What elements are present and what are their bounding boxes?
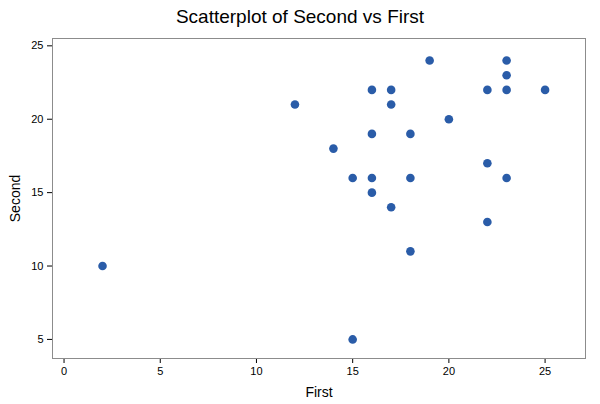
svg-text:25: 25	[539, 365, 551, 377]
svg-text:0: 0	[61, 365, 67, 377]
svg-text:Second: Second	[7, 175, 23, 222]
svg-text:20: 20	[31, 113, 43, 125]
svg-text:10: 10	[31, 260, 43, 272]
svg-text:First: First	[305, 384, 332, 400]
svg-text:15: 15	[347, 365, 359, 377]
svg-text:20: 20	[443, 365, 455, 377]
svg-text:5: 5	[157, 365, 163, 377]
svg-text:25: 25	[31, 39, 43, 51]
svg-text:10: 10	[250, 365, 262, 377]
svg-text:15: 15	[31, 186, 43, 198]
svg-text:5: 5	[37, 333, 43, 345]
html-text:Scatterplot of Second vs First: Scatterplot of Second vs First	[175, 6, 425, 27]
